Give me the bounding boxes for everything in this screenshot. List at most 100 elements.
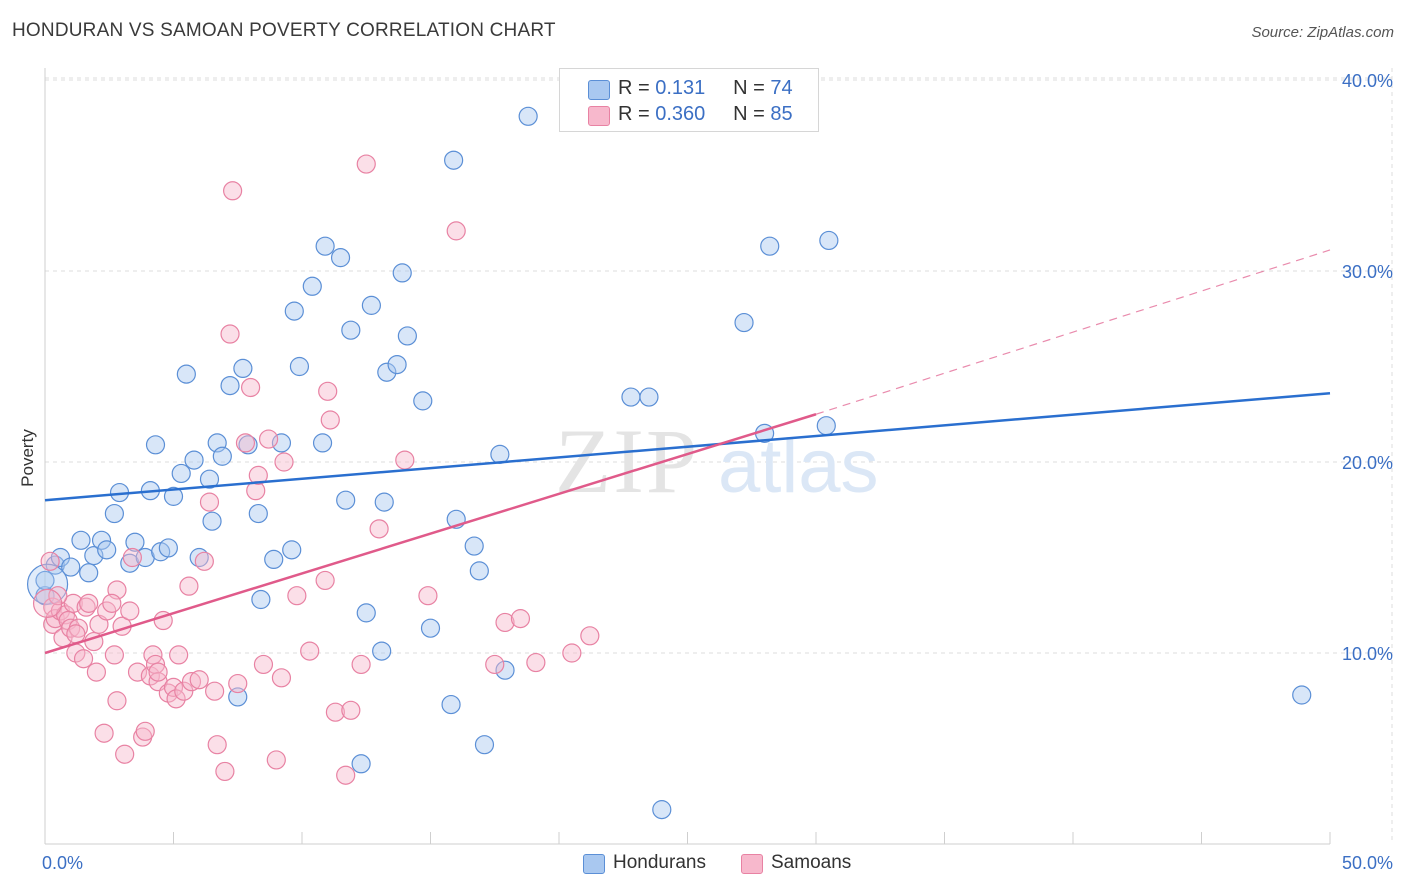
honduran-point-51 — [387, 354, 407, 375]
samoan-point-55 — [253, 654, 274, 675]
samoan-point-61 — [300, 641, 320, 661]
samoan-point-78 — [562, 643, 582, 663]
samoan-point-45 — [205, 681, 225, 701]
honduran-point-6 — [79, 563, 99, 583]
honduran-point-10 — [104, 503, 124, 524]
chart-title: HONDURAN VS SAMOAN POVERTY CORRELATION C… — [12, 20, 556, 41]
honduran-point-42 — [330, 248, 351, 268]
samoan-point-38 — [169, 645, 189, 665]
trend-line-hondurans — [44, 391, 1331, 502]
trend-line-samoans-extension — [815, 249, 1331, 415]
series-samoans — [32, 108, 633, 785]
honduran-point-52 — [392, 263, 412, 283]
samoan-point-20 — [104, 645, 124, 665]
honduran-point-70 — [760, 236, 780, 256]
samoan-point-39 — [174, 681, 194, 701]
honduran-point-40 — [312, 433, 333, 453]
samoan-point-12 — [73, 649, 94, 669]
samoan-point-43 — [194, 551, 214, 571]
legend-swatch-samoans — [588, 106, 610, 126]
samoan-point-41 — [181, 672, 202, 692]
honduran-point-49 — [374, 492, 394, 512]
samoan-point-42 — [189, 670, 209, 690]
samoan-point-49 — [223, 181, 243, 201]
honduran-point-54 — [413, 391, 433, 411]
honduran-point-8 — [91, 530, 112, 550]
honduran-point-36 — [282, 540, 302, 560]
honduran-point-27 — [212, 446, 232, 466]
honduran-point-38 — [289, 356, 310, 377]
honduran-point-64 — [518, 106, 538, 126]
honduran-point-61 — [474, 735, 495, 755]
honduran-point-9 — [97, 540, 117, 560]
honduran-point-29 — [228, 687, 248, 707]
honduran-point-55 — [420, 618, 441, 638]
samoan-point-35 — [158, 683, 178, 703]
honduran-point-34 — [264, 549, 284, 570]
y-tick-label-40: 40.0% — [1342, 71, 1393, 91]
axis-labels: Poverty 0.0% 50.0% 10.0% 20.0% 30.0% 40.0% — [18, 71, 1393, 873]
legend-r-value: 0.360 — [655, 103, 706, 125]
samoan-point-27 — [127, 662, 148, 682]
honduran-point-24 — [199, 469, 220, 489]
honduran-point-13 — [125, 532, 145, 552]
legend-r-label: R = — [618, 103, 656, 125]
source-label: Source: ZipAtlas.com — [1251, 24, 1394, 41]
axes — [44, 68, 1331, 845]
legend-label-hondurans: Hondurans — [613, 852, 706, 873]
honduran-point-5 — [71, 530, 91, 550]
samoan-point-84 — [148, 662, 168, 682]
correlation-legend: R = 0.131 N = 74 R = 0.360 N = 85 — [559, 68, 819, 132]
legend-swatch-hondurans — [583, 854, 605, 874]
samoan-point-79 — [580, 626, 600, 646]
honduran-point-46 — [356, 603, 376, 623]
honduran-point-3 — [50, 547, 71, 568]
honduran-point-53 — [397, 326, 417, 346]
y-tick-label-10: 10.0% — [1342, 644, 1393, 664]
honduran-point-45 — [351, 754, 371, 774]
honduran-point-59 — [464, 536, 484, 556]
samoan-cluster-point — [32, 588, 63, 618]
honduran-point-35 — [271, 433, 292, 453]
samoan-point-47 — [215, 761, 235, 782]
honduran-point-47 — [361, 295, 381, 315]
legend-r-value: 0.131 — [655, 77, 706, 99]
legend-n-label: N = — [733, 103, 771, 125]
samoan-point-9 — [63, 593, 83, 613]
samoan-point-46 — [207, 735, 227, 755]
honduran-point-66 — [639, 387, 659, 407]
samoan-point-14 — [79, 593, 99, 613]
honduran-point-30 — [233, 358, 253, 379]
samoan-point-66 — [336, 765, 356, 785]
samoan-point-40 — [179, 576, 199, 596]
samoan-point-24 — [115, 744, 135, 764]
samoan-point-75 — [495, 612, 515, 633]
samoan-point-72 — [418, 586, 438, 606]
honduran-point-71 — [819, 230, 839, 251]
samoan-point-8 — [61, 618, 81, 638]
honduran-point-67 — [652, 800, 672, 820]
samoan-point-57 — [266, 750, 286, 770]
grid-lines — [45, 68, 1393, 844]
honduran-point-63 — [495, 660, 515, 680]
honduran-point-19 — [163, 486, 184, 506]
samoan-point-25 — [120, 601, 140, 621]
honduran-point-73 — [1292, 685, 1312, 705]
honduran-point-50 — [377, 362, 397, 382]
honduran-point-18 — [158, 538, 178, 558]
samoan-point-50 — [228, 673, 248, 694]
honduran-point-68 — [734, 312, 754, 333]
honduran-point-21 — [176, 364, 196, 384]
samoan-point-73 — [446, 221, 466, 241]
samoan-point-77 — [526, 652, 546, 673]
samoan-point-59 — [274, 452, 294, 472]
samoan-point-56 — [258, 429, 279, 449]
samoan-point-74 — [485, 654, 505, 675]
samoan-point-83 — [102, 593, 122, 613]
legend-n-label: N = — [733, 77, 771, 99]
legend-swatch-samoans — [741, 854, 763, 874]
honduran-point-72 — [816, 416, 836, 436]
samoan-point-0 — [40, 551, 60, 571]
samoan-point-70 — [369, 519, 389, 539]
